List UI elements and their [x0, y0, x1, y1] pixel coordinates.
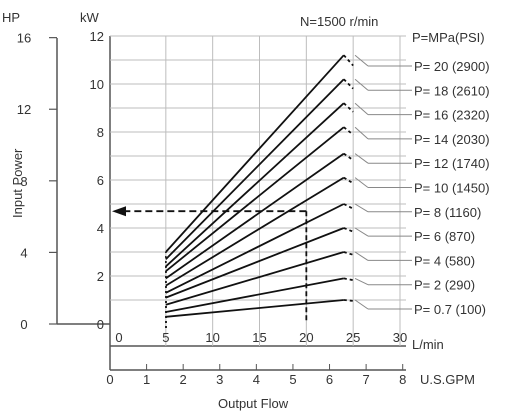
series-line: [165, 203, 345, 294]
series-extension: [343, 251, 354, 256]
example-reading: [112, 206, 308, 322]
hp-tick-label: 4: [20, 245, 27, 260]
kw-tick-label: 4: [97, 221, 104, 236]
lmin-unit-label: L/min: [412, 337, 444, 352]
series-extension: [343, 176, 354, 185]
series-extension: [343, 277, 354, 282]
legend-entry: P= 18 (2610): [414, 83, 490, 98]
legend-leader: [354, 126, 369, 140]
lmin-tick-label: 10: [205, 330, 219, 345]
lmin-tick-label: 0: [115, 330, 122, 345]
kw-unit-label: kW: [80, 10, 100, 25]
hp-tick-label: 8: [20, 174, 27, 189]
series-extension: [343, 299, 354, 302]
series-line: [165, 126, 345, 272]
lmin-tick-label: 25: [346, 330, 360, 345]
kw-tick-label: 10: [90, 77, 104, 92]
legend-header: P=MPa(PSI): [412, 30, 485, 45]
legend-entry: P= 2 (290): [414, 278, 475, 293]
series-extension: [343, 152, 354, 161]
gpm-tick-label: 4: [253, 372, 260, 387]
grid-lines: [110, 35, 406, 346]
series-line: [165, 277, 344, 313]
series-extension: [343, 227, 354, 233]
gpm-tick-label: 0: [106, 372, 113, 387]
lmin-tick-label: 5: [162, 330, 169, 345]
lmin-tick-label: 15: [252, 330, 266, 345]
legend-leader: [354, 277, 369, 286]
legend-entry: P= 12 (1740): [414, 156, 490, 171]
gpm-unit-label: U.S.GPM: [420, 372, 475, 387]
kw-tick-label: 8: [97, 125, 104, 140]
kw-tick-label: 6: [97, 173, 104, 188]
series-line: [165, 152, 345, 280]
y-axis-title: Input Power: [10, 148, 25, 218]
legend-entry: P= 8 (1160): [414, 205, 481, 220]
legend-leader: [354, 299, 369, 310]
series-extension: [343, 54, 354, 67]
legend-leader: [354, 102, 369, 115]
legend-leader: [354, 227, 369, 237]
series-line: [165, 54, 345, 253]
series-extension: [343, 203, 354, 210]
lmin-tick-label: 20: [299, 330, 313, 345]
legend-leader: [354, 78, 369, 91]
gpm-tick-label: 1: [143, 372, 150, 387]
gpm-tick-label: 2: [180, 372, 187, 387]
gpm-tick-label: 3: [216, 372, 223, 387]
legend-leader: [354, 251, 369, 261]
lmin-tick-label: 30: [393, 330, 407, 345]
series-line: [165, 78, 345, 260]
legend-entry: P= 20 (2900): [414, 59, 490, 74]
series-extension: [343, 102, 354, 113]
legend-entry: P= 10 (1450): [414, 181, 490, 196]
series-line: [165, 251, 345, 306]
example-arrow-head: [112, 206, 126, 217]
x-axis-title: Output Flow: [218, 396, 289, 411]
hp-unit-label: HP: [2, 10, 20, 25]
kw-tick-label: 0: [97, 317, 104, 332]
gpm-tick-label: 6: [326, 372, 333, 387]
legend-leader: [354, 203, 369, 213]
series-line: [165, 299, 344, 318]
gpm-tick-label: 8: [399, 372, 406, 387]
series-lines: [165, 54, 354, 328]
hp-tick-label: 0: [20, 317, 27, 332]
legend-leader: [354, 177, 369, 188]
legend-entry: P= 16 (2320): [414, 108, 490, 123]
legend-entry: P= 0.7 (100): [414, 302, 486, 317]
legend: P= 20 (2900) P= 18 (2610) P= 16 (2320) P= 1…: [354, 54, 490, 317]
legend-entry: P= 6 (870): [414, 229, 475, 244]
hp-tick-label: 16: [17, 31, 31, 46]
legend-entry: P= 14 (2030): [414, 132, 490, 147]
series-line: [165, 227, 345, 299]
kw-tick-label: 12: [90, 29, 104, 44]
legend-entry: P= 4 (580): [414, 253, 475, 268]
hp-tick-label: 12: [17, 102, 31, 117]
series-extension: [343, 78, 354, 90]
gpm-tick-label: 7: [363, 372, 370, 387]
gpm-tick-label: 5: [289, 372, 296, 387]
series-line: [165, 102, 345, 268]
series-extension: [343, 126, 354, 136]
series-line: [165, 176, 345, 287]
kw-tick-label: 2: [97, 269, 104, 284]
legend-leader: [354, 54, 369, 67]
legend-leader: [354, 153, 369, 164]
speed-annotation: N=1500 r/min: [300, 14, 378, 29]
